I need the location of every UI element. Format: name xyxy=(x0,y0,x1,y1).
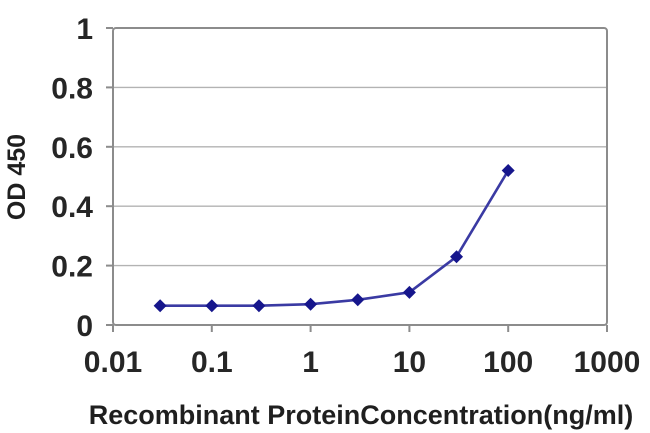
x-axis-title: Recombinant ProteinConcentration(ng/ml) xyxy=(89,400,634,430)
x-tick-label: 1 xyxy=(302,346,319,379)
data-point-marker xyxy=(252,299,266,313)
x-tick-label: 10 xyxy=(393,346,426,379)
plot-border xyxy=(112,27,608,326)
y-tick-label: 0.6 xyxy=(51,132,93,165)
data-point-marker xyxy=(402,285,416,299)
axis-ticks xyxy=(106,27,608,332)
series-line xyxy=(160,169,510,308)
data-point-marker xyxy=(501,164,515,178)
x-tick-label: 0.1 xyxy=(191,346,233,379)
data-point-marker xyxy=(351,293,365,307)
data-point-marker xyxy=(153,299,167,313)
gridlines xyxy=(113,86,607,267)
x-tick-label: 100 xyxy=(483,346,533,379)
y-tick-label: 0.8 xyxy=(51,72,93,105)
y-tick-label: 0.4 xyxy=(51,191,93,224)
y-tick-label: 0 xyxy=(76,310,93,343)
data-point-marker xyxy=(450,250,464,264)
x-tick-label: 0.01 xyxy=(84,346,142,379)
y-tick-label: 1 xyxy=(76,13,93,46)
x-tick-labels: 0.01 0.1 1 10 100 1000 xyxy=(84,346,641,379)
x-tick-label: 1000 xyxy=(574,346,641,379)
data-point-marker xyxy=(304,297,318,311)
y-tick-label: 0.2 xyxy=(51,251,93,284)
series-markers xyxy=(153,164,515,313)
y-axis-title: OD 450 xyxy=(3,134,31,220)
data-point-marker xyxy=(205,299,219,313)
y-tick-labels: 0 0.2 0.4 0.6 0.8 1 xyxy=(51,13,93,343)
